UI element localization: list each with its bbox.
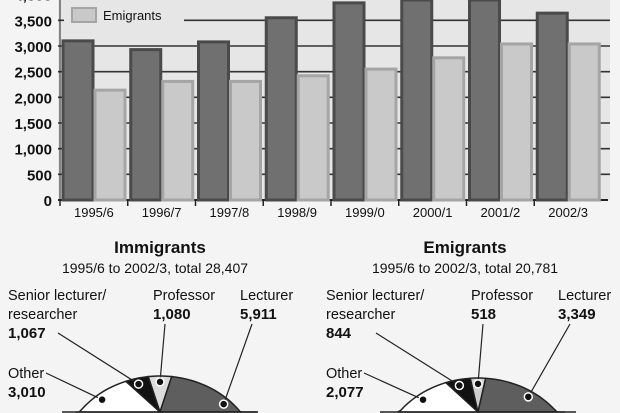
slice-label: Senior lecturer/ bbox=[326, 288, 425, 304]
y-tick-label: 500 bbox=[27, 167, 52, 184]
leader-dot bbox=[523, 392, 534, 402]
slice-label: Professor bbox=[153, 288, 215, 304]
x-tick-label: 1997/8 bbox=[209, 205, 249, 220]
slice-value: 844 bbox=[326, 325, 352, 342]
leader-dot bbox=[418, 394, 428, 405]
leader-dot bbox=[97, 394, 107, 405]
y-tick-label: 4,000 bbox=[14, 0, 52, 5]
slice-label: researcher bbox=[8, 307, 77, 323]
slice-value: 3,010 bbox=[8, 384, 46, 401]
leader-line bbox=[45, 372, 103, 401]
leader-dot bbox=[155, 377, 165, 387]
pie-title: Immigrants bbox=[114, 238, 206, 257]
pie-subtitle: 1995/6 to 2002/3, total 28,407 bbox=[62, 260, 248, 276]
pie-slice-lecturer bbox=[158, 375, 257, 413]
bar-immigrants-1996-7 bbox=[129, 48, 163, 202]
leader-dot bbox=[473, 379, 483, 389]
slice-value: 5,911 bbox=[240, 306, 277, 323]
pie-slice-other bbox=[76, 380, 162, 413]
pie-slice-senior-lecturer-researcher bbox=[444, 377, 479, 413]
bar-emigrants-1997-8 bbox=[229, 79, 262, 202]
legend-swatch-emigrants bbox=[71, 7, 97, 23]
x-tick-label: 1998/9 bbox=[277, 205, 317, 220]
y-tick-label: 1,000 bbox=[14, 142, 52, 159]
x-tick-label: 1995/6 bbox=[74, 205, 114, 220]
leader-dot bbox=[218, 399, 229, 409]
slice-label: Other bbox=[8, 366, 44, 382]
bar-immigrants-1995-6 bbox=[61, 39, 95, 202]
slice-label: Professor bbox=[471, 288, 533, 304]
y-tick-label: 2,000 bbox=[14, 90, 52, 107]
pie-slice-lecturer bbox=[477, 377, 565, 413]
slice-value: 3,349 bbox=[558, 306, 596, 323]
bar-emigrants-2002-3 bbox=[567, 42, 601, 202]
y-tick-label: 3,500 bbox=[14, 13, 52, 30]
y-tick-label: 3,000 bbox=[14, 39, 52, 56]
leader-dot bbox=[454, 380, 465, 391]
pie-slice-other bbox=[397, 381, 480, 413]
legend: Emigrants bbox=[64, 2, 184, 26]
slice-value: 1,080 bbox=[153, 306, 191, 323]
bar-immigrants-2002-3 bbox=[535, 11, 569, 202]
pie-title: Emigrants bbox=[423, 238, 506, 257]
bar-immigrants-1998-9 bbox=[264, 16, 298, 202]
slice-label: researcher bbox=[326, 307, 395, 323]
leader-line bbox=[363, 372, 424, 401]
leader-line bbox=[223, 323, 253, 405]
slice-value: 2,077 bbox=[326, 384, 364, 401]
leader-dot bbox=[133, 379, 144, 389]
leader-line bbox=[527, 323, 571, 398]
bar-emigrants-1996-7 bbox=[161, 79, 195, 202]
pie-subtitle: 1995/6 to 2002/3, total 20,781 bbox=[372, 260, 558, 276]
bar-emigrants-2001-2 bbox=[500, 42, 533, 202]
slice-value: 1,067 bbox=[8, 325, 46, 342]
bar-emigrants-2000-1 bbox=[432, 56, 466, 202]
bar-immigrants-1997-8 bbox=[197, 40, 230, 202]
bar-emigrants-1999-0 bbox=[364, 67, 398, 202]
bar-immigrants-2001-2 bbox=[468, 0, 501, 202]
x-tick-label: 2000/1 bbox=[413, 205, 453, 220]
y-tick-label: 1,500 bbox=[14, 116, 52, 133]
leader-line bbox=[375, 332, 460, 387]
bar-immigrants-1999-0 bbox=[332, 1, 366, 202]
bar-emigrants-1995-6 bbox=[93, 88, 127, 202]
leader-line bbox=[159, 323, 166, 382]
legend-label-emigrants: Emigrants bbox=[103, 8, 162, 23]
slice-label: Senior lecturer/ bbox=[8, 288, 107, 304]
slice-label: Other bbox=[326, 366, 362, 382]
bar-emigrants-1998-9 bbox=[296, 74, 330, 202]
slice-value: 518 bbox=[471, 306, 496, 323]
x-tick-label: 2002/3 bbox=[548, 205, 588, 220]
slice-label: Lecturer bbox=[558, 288, 611, 304]
x-tick-label: 1999/0 bbox=[345, 205, 385, 220]
leader-line bbox=[477, 323, 484, 384]
y-tick-label: 2,500 bbox=[14, 65, 52, 82]
pie-immigrants: Immigrants 1995/6 to 2002/3, total 28,40… bbox=[8, 238, 293, 413]
leader-line bbox=[57, 332, 139, 385]
x-tick-label: 2001/2 bbox=[480, 205, 520, 220]
bar-immigrants-2000-1 bbox=[400, 0, 434, 202]
y-tick-label: 0 bbox=[44, 193, 52, 210]
slice-label: Lecturer bbox=[240, 288, 293, 304]
x-tick-label: 1996/7 bbox=[142, 205, 182, 220]
pie-emigrants: Emigrants 1995/6 to 2002/3, total 20,781… bbox=[326, 238, 611, 413]
